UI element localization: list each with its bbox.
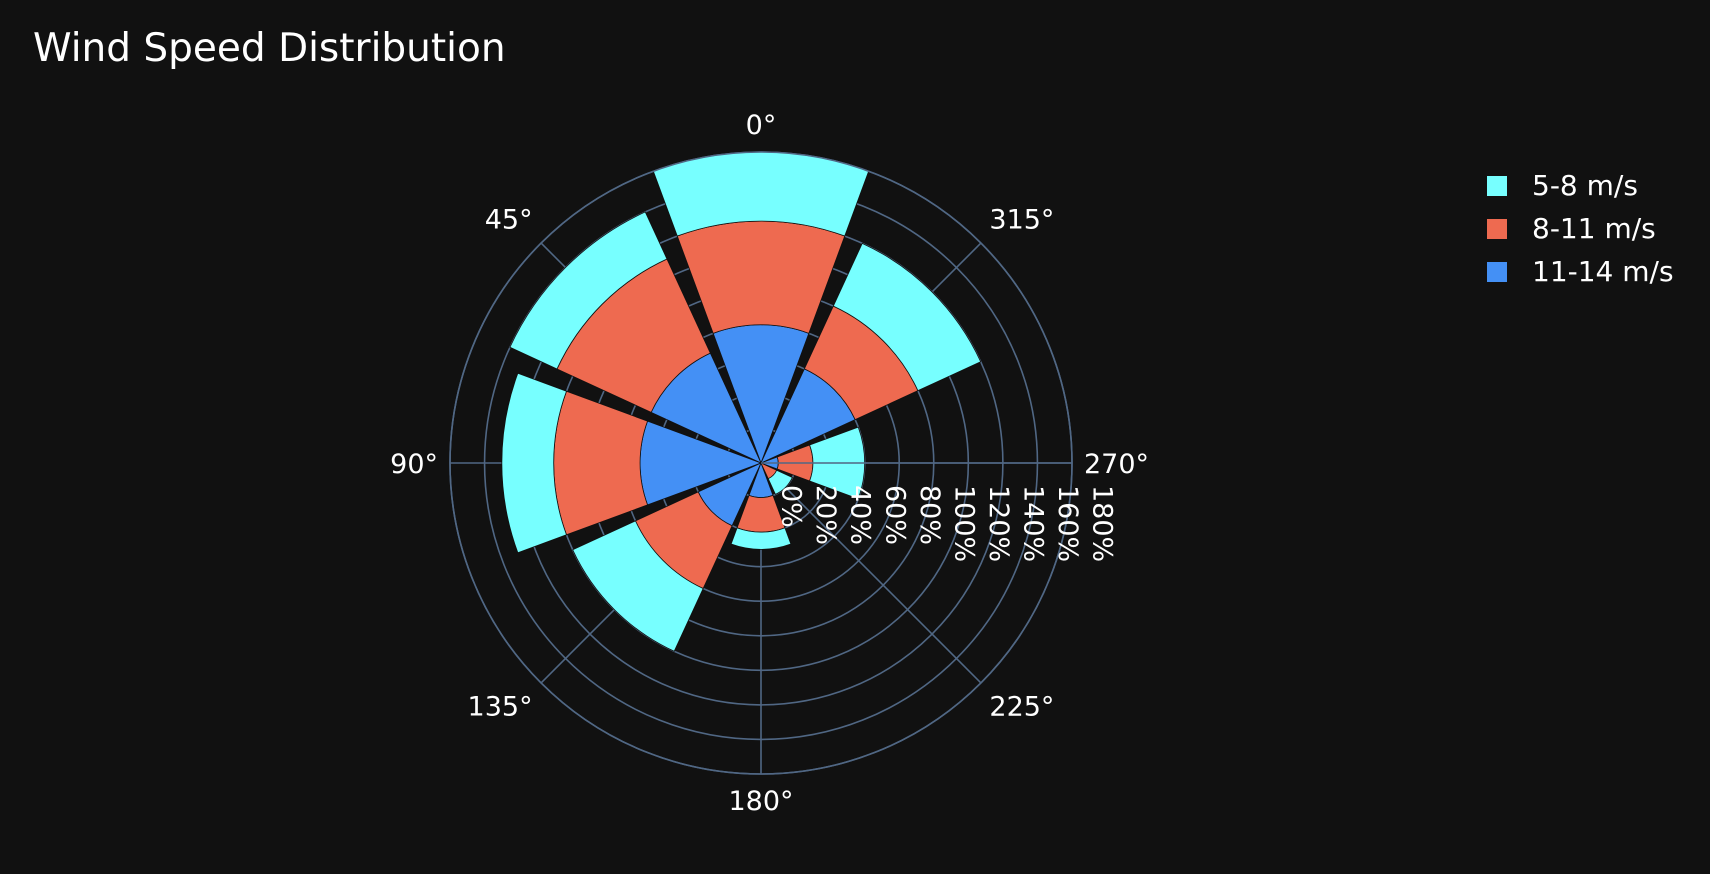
radial-tick-label: 160% — [1052, 485, 1083, 562]
angular-tick-label: 45° — [485, 205, 533, 236]
bar-segment[interactable] — [767, 469, 793, 495]
legend-label: 11-14 m/s — [1532, 255, 1674, 288]
legend-label: 8-11 m/s — [1532, 212, 1656, 245]
bar-segment[interactable] — [509, 211, 668, 370]
legend-label: 5-8 m/s — [1532, 169, 1638, 202]
radial-tick-label: 40% — [845, 485, 876, 545]
angular-tick-label: 90° — [390, 449, 438, 480]
bar-segment[interactable] — [730, 527, 792, 550]
radial-tick-label: 80% — [914, 485, 945, 545]
angular-gridline — [760, 462, 982, 684]
legend-swatch — [1487, 261, 1507, 282]
angular-tick-label: 225° — [989, 691, 1054, 722]
chart-title: Wind Speed Distribution — [33, 26, 506, 71]
radial-tick-label: 180% — [1087, 485, 1118, 562]
bar-segment[interactable] — [572, 520, 704, 652]
angular-tick-label: 270° — [1084, 449, 1149, 480]
radial-tick-label: 60% — [879, 485, 910, 545]
legend-item[interactable]: 8-11 m/s — [1487, 207, 1674, 250]
polar-axis — [449, 151, 1073, 775]
legend-item[interactable]: 11-14 m/s — [1487, 250, 1674, 293]
legend-swatch — [1487, 175, 1507, 196]
radial-tick-label: 140% — [1017, 485, 1048, 562]
bar-segment[interactable] — [501, 372, 567, 554]
angular-tick-label: 315° — [989, 205, 1054, 236]
radial-tick-label: 20% — [810, 485, 841, 545]
bar-segment[interactable] — [832, 242, 982, 392]
angular-tick-label: 180° — [728, 786, 793, 817]
angular-tick-label: 0° — [746, 110, 777, 141]
legend-swatch — [1487, 218, 1507, 239]
angular-tick-label: 135° — [468, 691, 533, 722]
polar-labels: 0° 45° 90° 135° 180° 225° 270° 315° 0% 20% 40% 60% 8… — [390, 110, 1149, 817]
polar-bars — [501, 151, 982, 652]
radial-tick-label: 0% — [776, 485, 807, 528]
radial-tick-label: 100% — [948, 485, 979, 562]
legend-item[interactable]: 5-8 m/s — [1487, 164, 1674, 207]
radial-tick-label: 120% — [983, 485, 1014, 562]
legend: 5-8 m/s 8-11 m/s 11-14 m/s — [1487, 164, 1674, 293]
